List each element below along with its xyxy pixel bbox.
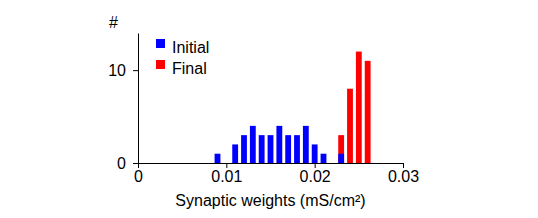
- x-axis-tick-label: 0.03: [388, 168, 419, 185]
- y-axis: 0 10: [108, 34, 138, 172]
- y-axis-tick: 10: [108, 62, 138, 79]
- histogram-bar: [215, 154, 221, 163]
- histogram-bar: [329, 163, 335, 164]
- histogram-bar: [259, 135, 265, 163]
- x-axis: 0 0.01 0.02 0.03: [134, 163, 419, 185]
- histogram-bar: [329, 163, 335, 164]
- histogram-bar: [294, 135, 300, 163]
- y-axis-tick-mark: [133, 163, 138, 164]
- legend-swatch: [156, 60, 165, 69]
- x-axis-tick-mark: [226, 163, 227, 168]
- histogram-bar: [338, 135, 344, 163]
- y-axis-tick-mark: [133, 70, 138, 71]
- y-axis-title: #: [109, 14, 118, 31]
- x-axis-tick: 0.02: [300, 163, 331, 185]
- histogram-bar: [312, 144, 318, 163]
- x-axis-tick-mark: [315, 163, 316, 168]
- histogram-bar: [365, 163, 371, 164]
- histogram-bar: [338, 154, 344, 163]
- legend-label: Final: [172, 60, 207, 77]
- y-axis-tick-label: 10: [108, 62, 126, 79]
- x-axis-tick-label: 0: [134, 168, 143, 185]
- x-axis-tick: 0.03: [388, 163, 419, 185]
- x-axis-tick-mark: [403, 163, 404, 168]
- x-axis-tick-mark: [138, 163, 139, 168]
- x-axis-line: [139, 163, 404, 164]
- legend-swatch: [156, 39, 165, 48]
- histogram-bar: [232, 144, 238, 163]
- x-axis-tick-label: 0.02: [300, 168, 331, 185]
- histogram-bar: [347, 163, 353, 164]
- histogram-bar: [356, 52, 362, 163]
- x-axis-tick: 0.01: [211, 163, 242, 185]
- x-axis-tick-label: 0.01: [211, 168, 242, 185]
- histogram-bar: [365, 61, 371, 163]
- histogram-bar: [276, 126, 282, 163]
- histogram-bar: [356, 163, 362, 164]
- bars: [215, 52, 371, 163]
- y-axis-tick: 0: [117, 155, 138, 172]
- x-axis-title: Synaptic weights (mS/cm²): [175, 192, 365, 209]
- chart: 0 0.01 0.02 0.03 0 10 Synaptic weights (mS/cm²…: [0, 0, 538, 218]
- legend-entry: Initial: [156, 39, 209, 56]
- histogram-bar: [303, 126, 309, 163]
- histogram-bar: [241, 135, 247, 163]
- histogram-bar: [268, 135, 274, 163]
- histogram-bar: [347, 89, 353, 163]
- histogram-bar: [223, 163, 229, 164]
- y-axis-line: [138, 34, 139, 164]
- histogram-bar: [321, 154, 327, 163]
- legend-label: Initial: [172, 39, 209, 56]
- legend-entry: Final: [156, 60, 207, 77]
- legend: Initial Final: [156, 39, 209, 77]
- y-axis-tick-label: 0: [117, 155, 126, 172]
- histogram-bar: [223, 163, 229, 164]
- x-axis-tick: 0: [134, 163, 143, 185]
- histogram-bar: [250, 126, 256, 163]
- histogram-bar: [285, 135, 291, 163]
